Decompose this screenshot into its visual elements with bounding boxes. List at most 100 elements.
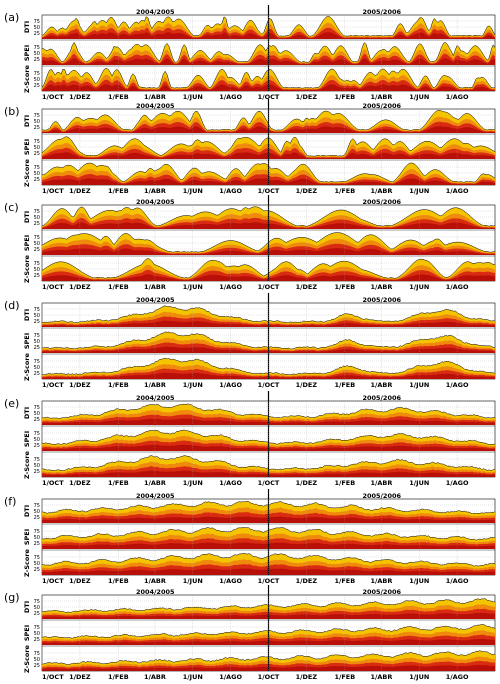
y-tick-label: 25 [34,515,40,521]
panel-label: (b) [4,105,20,118]
season-label: 2005/2006 [362,102,401,110]
x-tick-label: 1/JUN [183,577,203,585]
x-tick-label: 1/AGO [219,577,242,585]
y-tick-label: 75 [34,139,40,145]
y-tick-label: 75 [34,529,40,535]
x-tick-label: 1/DEZ [296,93,318,101]
y-tick-label: 50 [34,215,40,221]
x-tick-label: 1/OCT [258,93,280,101]
x-tick-label: 1/FEB [334,577,355,585]
x-tick-label: 1/FEB [108,479,129,487]
x-tick-label: 1/OCT [42,673,64,681]
x-tick-label: 1/ABR [144,381,166,389]
x-tick-label: 1/JUN [183,673,203,681]
x-tick-label: 1/ABR [144,283,166,291]
panel-label: (f) [4,495,16,508]
x-tick-label: 1/OCT [42,93,64,101]
x-tick-label: 1/JUN [409,187,429,195]
y-tick-label: 50 [34,631,40,637]
row-label: Z-Score [23,548,31,577]
x-tick-label: 1/FEB [108,283,129,291]
x-tick-label: 1/DEZ [69,673,91,681]
x-tick-label: 1/ABR [370,187,392,195]
row-label: SPEI [23,139,31,155]
x-tick-label: 1/JUN [409,577,429,585]
season-label: 2004/2005 [136,296,175,304]
x-tick-label: 1/ABR [370,93,392,101]
x-tick-label: 1/DEZ [69,577,91,585]
x-tick-label: 1/JUN [183,479,203,487]
band-core [42,126,495,133]
y-tick-label: 75 [34,19,40,25]
panel-label: (a) [4,11,19,24]
y-tick-label: 75 [34,45,40,51]
y-tick-label: 75 [34,165,40,171]
row-label: DTI [23,601,31,613]
x-tick-label: 1/DEZ [69,93,91,101]
y-tick-label: 75 [34,457,40,463]
y-tick-label: 75 [34,307,40,313]
x-tick-label: 1/DEZ [69,187,91,195]
y-tick-label: 75 [34,599,40,605]
x-tick-label: 1/JUN [183,187,203,195]
y-tick-label: 50 [34,77,40,83]
x-tick-label: 1/AGO [446,577,469,585]
y-tick-label: 75 [34,555,40,561]
x-tick-label: 1/JUN [409,673,429,681]
y-tick-label: 50 [34,463,40,469]
x-tick-label: 1/FEB [334,673,355,681]
y-tick-label: 25 [34,345,40,351]
band-core [42,470,495,477]
x-tick-label: 1/OCT [258,577,280,585]
y-tick-label: 50 [34,25,40,31]
y-tick-label: 25 [34,247,40,253]
x-tick-label: 1/FEB [108,381,129,389]
x-tick-label: 1/JUN [409,283,429,291]
season-label: 2004/2005 [136,8,175,16]
y-tick-label: 25 [34,663,40,669]
row-label: Z-Score [23,352,31,381]
row-label: Z-Score [23,64,31,93]
band-core [42,346,495,353]
x-tick-label: 1/OCT [42,187,64,195]
x-tick-label: 1/DEZ [296,577,318,585]
y-tick-label: 25 [34,469,40,475]
y-tick-label: 50 [34,145,40,151]
y-tick-label: 75 [34,113,40,119]
y-tick-label: 50 [34,339,40,345]
x-tick-label: 1/OCT [42,283,64,291]
x-tick-label: 1/JUN [409,381,429,389]
y-tick-label: 50 [34,51,40,57]
x-tick-label: 1/DEZ [296,381,318,389]
y-tick-label: 75 [34,625,40,631]
row-label: SPEI [23,235,31,251]
row-label: DTI [23,211,31,223]
y-tick-label: 25 [34,177,40,183]
x-tick-label: 1/FEB [334,381,355,389]
band-core [42,444,495,451]
y-tick-label: 25 [34,125,40,131]
y-tick-label: 50 [34,171,40,177]
y-tick-label: 50 [34,313,40,319]
x-tick-label: 1/FEB [108,93,129,101]
x-tick-label: 1/ABR [144,187,166,195]
x-tick-label: 1/DEZ [69,381,91,389]
x-tick-label: 1/AGO [446,479,469,487]
x-tick-label: 1/JUN [183,93,203,101]
row-label: Z-Score [23,644,31,673]
y-tick-label: 50 [34,241,40,247]
row-label: SPEI [23,333,31,349]
season-label: 2005/2006 [362,296,401,304]
row-label: Z-Score [23,158,31,187]
x-tick-label: 1/AGO [446,187,469,195]
row-label: DTI [23,21,31,33]
season-label: 2004/2005 [136,198,175,206]
y-tick-label: 25 [34,57,40,63]
x-tick-label: 1/FEB [108,673,129,681]
x-tick-label: 1/AGO [446,673,469,681]
y-tick-label: 50 [34,509,40,515]
